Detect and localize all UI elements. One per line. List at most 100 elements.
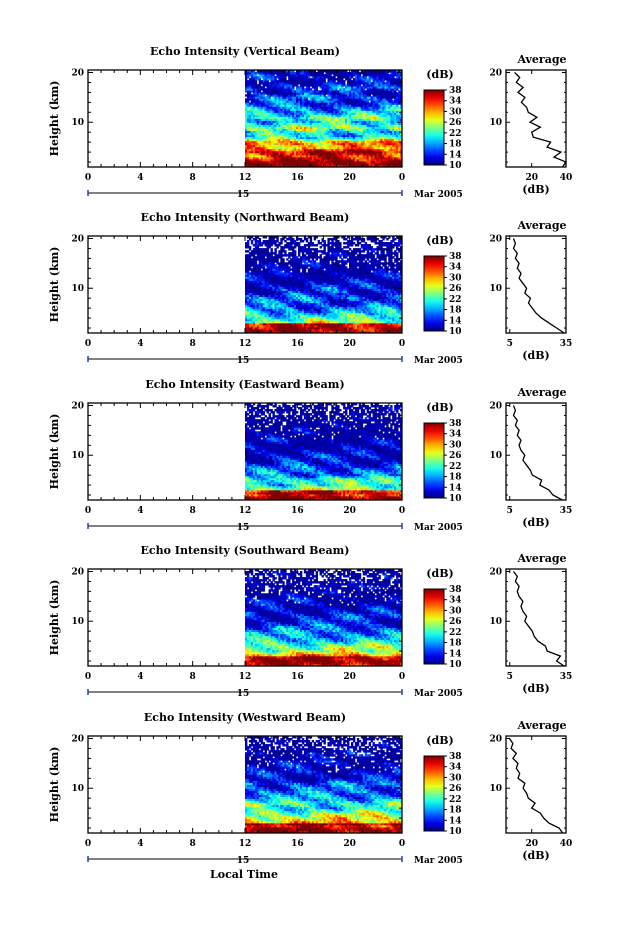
- heatmap-cell: [284, 88, 287, 91]
- heatmap-cell: [301, 126, 305, 129]
- heatmap-cell: [266, 144, 269, 148]
- heatmap-cell: [374, 146, 377, 150]
- heatmap-cell: [366, 114, 370, 117]
- heatmap-cell: [266, 98, 269, 101]
- heatmap-cell: [333, 132, 336, 136]
- heatmap-cell: [337, 134, 340, 138]
- heatmap-cell: [362, 102, 366, 105]
- heatmap-cell: [305, 98, 309, 101]
- heatmap-cell: [297, 148, 301, 152]
- heatmap-cell: [345, 116, 348, 119]
- heatmap-cell: [309, 124, 313, 127]
- heatmap-cell: [358, 122, 362, 125]
- heatmap-cell: [270, 88, 273, 91]
- heatmap-cell: [331, 112, 334, 115]
- heatmap-cell: [297, 116, 301, 119]
- heatmap-cell: [292, 116, 295, 119]
- heatmap-cell: [280, 158, 283, 162]
- heatmap-cell: [303, 128, 307, 132]
- heatmap-cell: [354, 120, 358, 123]
- heatmap-cell: [288, 132, 291, 136]
- heatmap-cell: [262, 88, 266, 91]
- heatmap-cell: [339, 162, 342, 166]
- heatmap-cell: [307, 102, 311, 105]
- heatmap-cell: [260, 114, 264, 117]
- heatmap-cell: [360, 150, 364, 154]
- heatmap-cell: [292, 86, 295, 89]
- heatmap-cell: [323, 104, 326, 107]
- heatmap-cell: [274, 164, 277, 168]
- heatmap-cell: [254, 90, 258, 93]
- heatmap-cell: [272, 98, 275, 101]
- heatmap-cell: [398, 138, 401, 142]
- heatmap-cell: [376, 114, 379, 117]
- heatmap-cell: [335, 152, 338, 156]
- heatmap-cell: [264, 132, 267, 136]
- heatmap-cell: [317, 148, 320, 152]
- heatmap-cell: [270, 158, 273, 162]
- heatmap-cell: [301, 146, 305, 150]
- heatmap-cell: [339, 138, 342, 142]
- heatmap-cell: [339, 124, 342, 127]
- heatmap-cell: [288, 152, 291, 156]
- heatmap-cell: [386, 132, 389, 136]
- heatmap-cell: [358, 106, 362, 109]
- heatmap-cell: [350, 124, 354, 127]
- heatmap-cell: [282, 138, 285, 142]
- heatmap-cell: [380, 136, 383, 140]
- heatmap-cell: [278, 84, 281, 87]
- heatmap-cell: [366, 162, 370, 166]
- heatmap-cell: [335, 112, 338, 115]
- heatmap-cell: [398, 156, 401, 160]
- heatmap-cell: [384, 164, 387, 168]
- heatmap-cell: [368, 110, 371, 113]
- heatmap-cell: [274, 120, 277, 123]
- heatmap-cell: [388, 114, 391, 117]
- heatmap-cell: [345, 152, 348, 156]
- heatmap-cell: [290, 90, 293, 93]
- heatmap-cell: [297, 114, 301, 117]
- heatmap-cell: [262, 134, 266, 138]
- heatmap-cell: [282, 152, 285, 156]
- heatmap-cell: [260, 150, 264, 154]
- heatmap-cell: [258, 152, 262, 156]
- heatmap-cell: [384, 104, 387, 107]
- heatmap-cell: [352, 160, 356, 164]
- heatmap-cell: [331, 134, 334, 138]
- heatmap-cell: [345, 144, 348, 148]
- heatmap-cell: [388, 108, 391, 111]
- heatmap-cell: [386, 156, 389, 160]
- heatmap-cell: [254, 140, 258, 144]
- heatmap-cell: [374, 148, 377, 152]
- heatmap-cell: [301, 86, 305, 89]
- heatmap-cell: [284, 136, 287, 140]
- heatmap-cell: [388, 96, 391, 99]
- heatmap-cell: [294, 92, 297, 95]
- heatmap-cell: [321, 92, 324, 95]
- heatmap-cell: [337, 92, 340, 95]
- heatmap-cell: [248, 140, 252, 144]
- heatmap-cell: [309, 130, 313, 134]
- heatmap-cell: [400, 162, 403, 166]
- heatmap-cell: [323, 158, 326, 162]
- heatmap-cell: [264, 98, 267, 101]
- heatmap-cell: [309, 94, 313, 97]
- heatmap-cell: [280, 110, 283, 113]
- heatmap-cell: [282, 128, 285, 132]
- heatmap-cell: [282, 136, 285, 140]
- heatmap-cell: [246, 90, 250, 93]
- heatmap-cell: [345, 140, 348, 144]
- heatmap-cell: [303, 98, 307, 101]
- heatmap-cell: [327, 92, 330, 95]
- heatmap-cell: [297, 94, 301, 97]
- heatmap-cell: [246, 146, 250, 150]
- heatmap-cell: [313, 142, 317, 146]
- heatmap-cell: [368, 142, 371, 146]
- heatmap-cell: [317, 160, 320, 164]
- heatmap-cell: [396, 136, 399, 140]
- heatmap-cell: [268, 136, 271, 140]
- heatmap-cell: [360, 124, 364, 127]
- heatmap-cell: [309, 164, 313, 168]
- heatmap-cell: [321, 96, 324, 99]
- heatmap-cell: [392, 114, 395, 117]
